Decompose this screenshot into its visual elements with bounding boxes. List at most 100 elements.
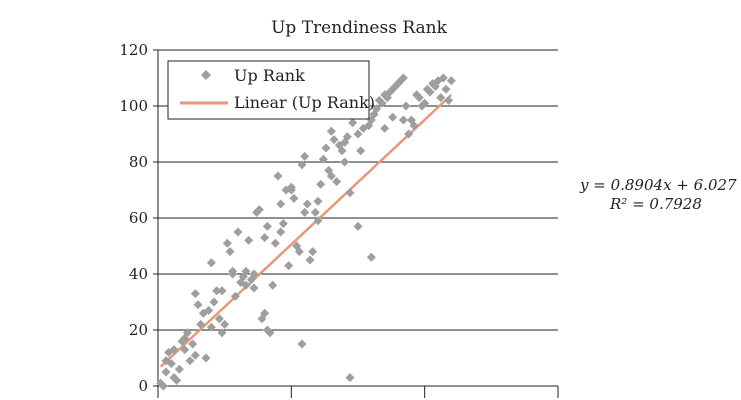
data-point: [222, 238, 232, 248]
y-tick-label: 80: [129, 153, 148, 171]
data-point: [230, 291, 240, 301]
data-point: [398, 115, 408, 125]
data-point: [180, 333, 190, 343]
data-point: [289, 193, 299, 203]
data-point: [273, 171, 283, 181]
data-point: [270, 238, 280, 248]
data-point: [326, 171, 336, 181]
data-point: [185, 356, 195, 366]
data-point: [302, 199, 312, 209]
data-point: [353, 129, 363, 139]
data-point: [401, 101, 411, 111]
data-point: [286, 185, 296, 195]
data-point: [310, 207, 320, 217]
data-point: [436, 93, 446, 103]
data-point: [225, 247, 235, 257]
data-point: [174, 364, 184, 374]
data-point: [278, 219, 288, 229]
data-point: [348, 118, 358, 128]
data-point: [444, 95, 454, 105]
r-squared-label: R² = 0.7928: [609, 195, 702, 213]
trendline-layer: [159, 93, 453, 368]
data-point: [206, 258, 216, 268]
data-point: [340, 157, 350, 167]
data-point: [441, 84, 451, 94]
data-point: [414, 93, 424, 103]
data-point: [377, 98, 387, 108]
legend: Up Rank Linear (Up Rank): [167, 60, 375, 120]
data-point: [284, 261, 294, 271]
data-point: [345, 188, 355, 198]
data-point: [366, 252, 376, 262]
legend-label-up-rank: Up Rank: [234, 66, 305, 85]
data-point: [217, 286, 227, 296]
data-point: [201, 353, 211, 363]
data-point: [241, 266, 251, 276]
y-tick-label: 0: [138, 377, 148, 395]
data-point: [313, 216, 323, 226]
data-point: [161, 356, 171, 366]
data-point: [305, 255, 315, 265]
data-point: [420, 98, 430, 108]
data-point: [249, 269, 259, 279]
data-point: [172, 375, 182, 385]
data-point: [276, 199, 286, 209]
data-point: [337, 146, 347, 156]
axes: [157, 50, 559, 398]
data-point: [228, 266, 238, 276]
data-point: [398, 73, 408, 83]
data-point: [217, 328, 227, 338]
data-point: [249, 283, 259, 293]
data-point: [345, 373, 355, 383]
data-point: [353, 221, 363, 231]
trend-equation: y = 0.8904x + 6.027: [579, 176, 737, 194]
data-point: [188, 339, 198, 349]
data-point: [316, 179, 326, 189]
data-point: [209, 297, 219, 307]
data-point: [169, 345, 179, 355]
data-point: [425, 87, 435, 97]
data-point: [321, 143, 331, 153]
data-point: [380, 123, 390, 133]
data-point: [241, 280, 251, 290]
chart-title: Up Trendiness Rank: [271, 18, 448, 38]
data-point: [214, 314, 224, 324]
y-tick-label: 40: [129, 265, 148, 283]
data-point: [180, 345, 190, 355]
data-point: [196, 319, 206, 329]
data-point: [340, 137, 350, 147]
data-point: [388, 112, 398, 122]
data-point: [268, 280, 278, 290]
data-point: [161, 367, 171, 377]
data-point: [332, 177, 342, 187]
data-point: [204, 305, 214, 315]
data-point: [190, 350, 200, 360]
data-point: [254, 205, 264, 215]
data-point: [206, 322, 216, 332]
data-point: [404, 129, 414, 139]
data-point: [212, 286, 222, 296]
y-axis-ticks: 0 20 40 60 80 100 120: [119, 41, 158, 395]
data-point: [276, 227, 286, 237]
data-point: [313, 196, 323, 206]
data-point: [356, 146, 366, 156]
data-point: [318, 154, 328, 164]
data-point: [326, 126, 336, 136]
legend-label-linear: Linear (Up Rank): [234, 93, 375, 112]
legend-box: [167, 60, 370, 120]
data-point: [193, 300, 203, 310]
y-tick-label: 120: [119, 41, 148, 59]
data-point: [300, 151, 310, 161]
data-point: [158, 381, 168, 391]
data-point: [308, 247, 318, 257]
data-point: [233, 227, 243, 237]
trendline: [159, 93, 453, 368]
y-tick-label: 100: [119, 97, 148, 115]
data-point: [372, 104, 382, 114]
data-point: [190, 289, 200, 299]
data-point: [438, 73, 448, 83]
data-point: [220, 319, 230, 329]
data-point: [262, 325, 272, 335]
data-point: [260, 233, 270, 243]
